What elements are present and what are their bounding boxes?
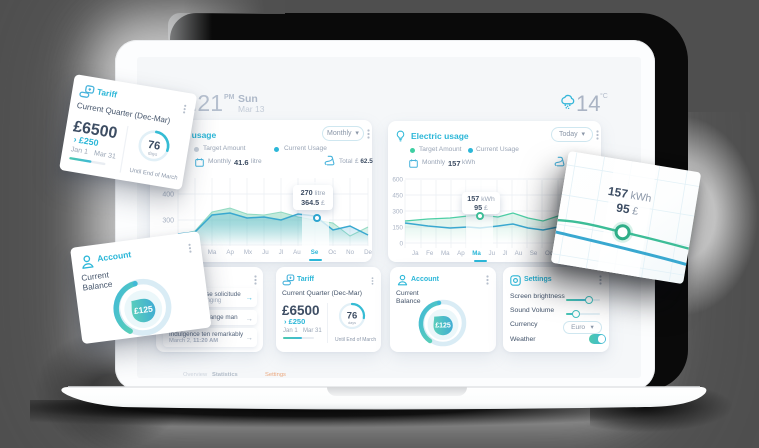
svg-text:£125: £125 xyxy=(133,303,153,315)
svg-text:0: 0 xyxy=(399,241,403,248)
svg-text:300: 300 xyxy=(392,209,403,216)
svg-text:76: 76 xyxy=(146,138,160,152)
svg-text:300: 300 xyxy=(162,218,174,225)
svg-text:£125: £125 xyxy=(435,322,451,329)
svg-text:76: 76 xyxy=(346,310,357,321)
svg-text:days: days xyxy=(147,149,158,156)
svg-text:600: 600 xyxy=(392,177,403,184)
svg-text:days: days xyxy=(347,321,355,325)
svg-text:150: 150 xyxy=(392,225,403,232)
svg-text:450: 450 xyxy=(392,193,403,200)
svg-text:400: 400 xyxy=(162,192,174,199)
